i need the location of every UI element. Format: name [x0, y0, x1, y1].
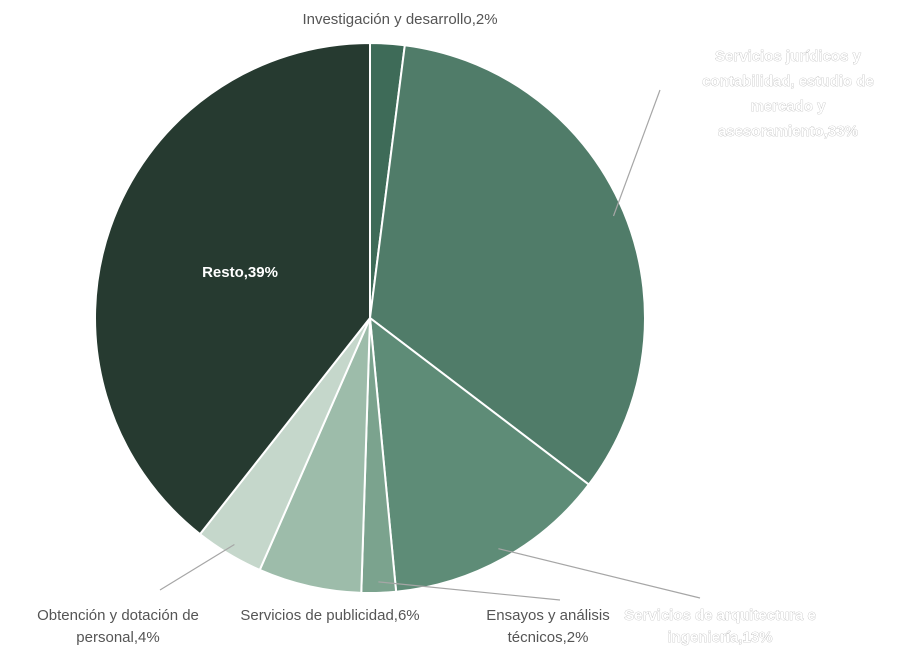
label-obtencion-line-2: personal,4%	[76, 629, 159, 646]
pie-slice-arquitectura	[368, 315, 591, 593]
leader-line-arquitectura	[498, 548, 701, 599]
label-ensayos-line-1: Ensayos y análisis	[486, 607, 609, 624]
label-arquitectura: Servicios de arquitectura e ingeniería,1…	[624, 607, 816, 647]
label-obtencion: Obtención y dotación de personal,4%	[37, 607, 199, 646]
leader-line-ensayos	[378, 581, 561, 601]
label-publicidad: Servicios de publicidad,6%	[240, 607, 419, 624]
label-juridicos-line-4: asesoramiento,33%	[718, 123, 858, 140]
leader-line-juridicos	[612, 89, 661, 217]
label-obtencion-line-1: Obtención y dotación de	[37, 607, 199, 624]
label-ensayos-line-2: técnicos,2%	[508, 629, 589, 646]
label-arquitectura-line-1: Servicios de arquitectura e	[624, 607, 816, 624]
pie-slice-resto	[94, 41, 371, 536]
label-ensayos: Ensayos y análisis técnicos,2%	[486, 607, 609, 646]
label-juridicos-line-1: Servicios jurídicos y	[715, 48, 862, 65]
label-juridicos: Servicios jurídicos y contabilidad, estu…	[702, 48, 874, 141]
label-resto: Resto,39%	[202, 264, 278, 281]
leader-line-obtencion	[159, 543, 235, 591]
leader-lines	[159, 89, 701, 601]
label-investigacion: Investigación y desarrollo,2%	[302, 11, 497, 28]
label-arquitectura-line-2: ingeniería,13%	[667, 629, 772, 646]
label-juridicos-line-2: contabilidad, estudio de	[702, 73, 874, 90]
label-juridicos-line-3: mercado y	[750, 98, 826, 115]
pie-slice-juridicos	[368, 44, 646, 486]
pie-slices	[94, 41, 646, 594]
